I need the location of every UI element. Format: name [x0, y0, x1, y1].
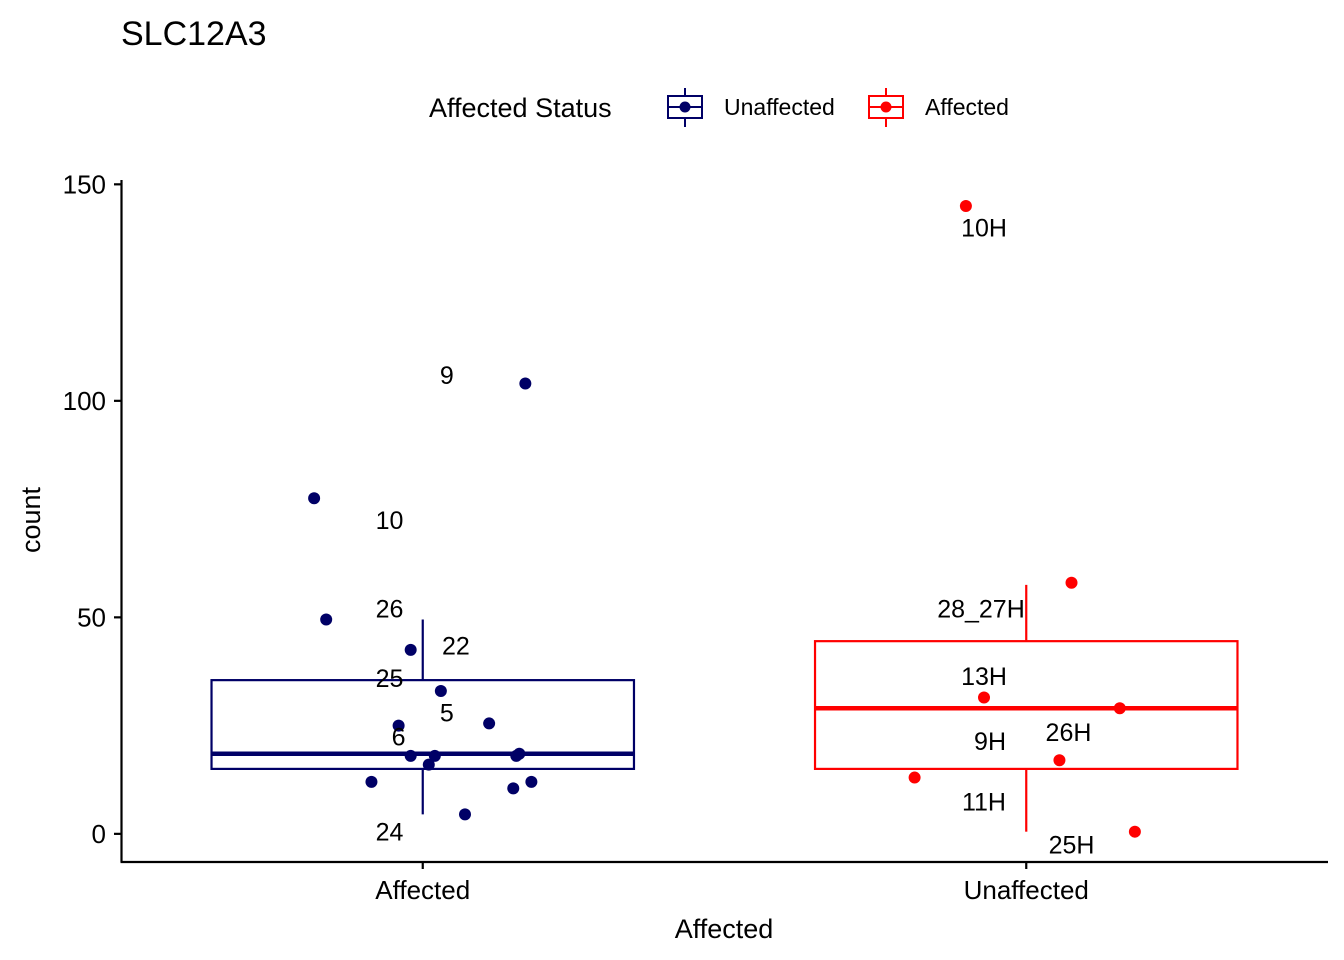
data-point [908, 771, 921, 784]
data-point [1053, 754, 1066, 767]
data-point [422, 758, 435, 771]
point-label: 6 [392, 723, 406, 751]
data-point [978, 691, 991, 704]
legend-key-point [880, 101, 892, 113]
legend-label: Unaffected [724, 94, 835, 120]
data-point [428, 749, 441, 762]
data-point [1128, 825, 1141, 838]
box-unaffected [813, 584, 1239, 832]
point-label: 9 [440, 362, 454, 390]
point-label: 10 [376, 507, 404, 535]
plot-area: 9 10 26 22 25 5 6 24 10H 28_27H 13H 26H 9H 11H 25H [210, 199, 1239, 860]
data-point [404, 749, 417, 762]
point-label: 9H [974, 728, 1006, 756]
legend: Affected Status Unaffected Affected [429, 88, 1009, 127]
point-label: 24 [376, 819, 404, 847]
legend-key-point [679, 101, 691, 113]
data-point [308, 492, 321, 505]
point-label: 25H [1049, 832, 1095, 860]
data-point [525, 775, 538, 788]
data-point [519, 377, 532, 390]
point-label: 26H [1046, 719, 1092, 747]
data-point [483, 717, 496, 730]
legend-item-unaffected: Unaffected [667, 88, 835, 127]
data-point [365, 775, 378, 788]
point-label: 11H [962, 788, 1006, 816]
data-point [1065, 576, 1078, 589]
axes: 0 50 100 150 Affected Unaffected [63, 169, 1328, 905]
data-point [392, 719, 405, 732]
point-label: 28_27H [937, 596, 1025, 624]
data-point [404, 643, 417, 656]
point-label: 25 [376, 665, 404, 693]
data-point [434, 684, 447, 697]
y-axis-title: count [16, 486, 46, 553]
box-iqr [210, 679, 636, 771]
x-tick-label: Unaffected [964, 875, 1089, 905]
data-point [1113, 702, 1126, 715]
point-label: 26 [376, 596, 404, 624]
box-iqr [813, 640, 1239, 771]
data-point [320, 613, 333, 626]
legend-label: Affected [925, 94, 1009, 120]
point-label: 13H [961, 663, 1007, 691]
legend-title: Affected Status [429, 93, 612, 123]
box-affected [210, 619, 636, 815]
data-point [959, 199, 972, 212]
y-tick-label: 50 [77, 602, 106, 632]
y-tick-label: 100 [63, 386, 106, 416]
y-tick-label: 0 [92, 819, 106, 849]
y-tick-label: 150 [63, 169, 106, 199]
chart-title: SLC12A3 [121, 15, 267, 53]
point-label: 22 [442, 632, 470, 660]
data-point [458, 808, 471, 821]
legend-item-affected: Affected [868, 88, 1009, 127]
x-axis-title: Affected [675, 914, 774, 944]
point-label: 5 [440, 700, 454, 728]
point-label: 10H [961, 215, 1007, 243]
data-point [507, 782, 520, 795]
x-tick-label: Affected [375, 875, 470, 905]
data-point [510, 749, 523, 762]
